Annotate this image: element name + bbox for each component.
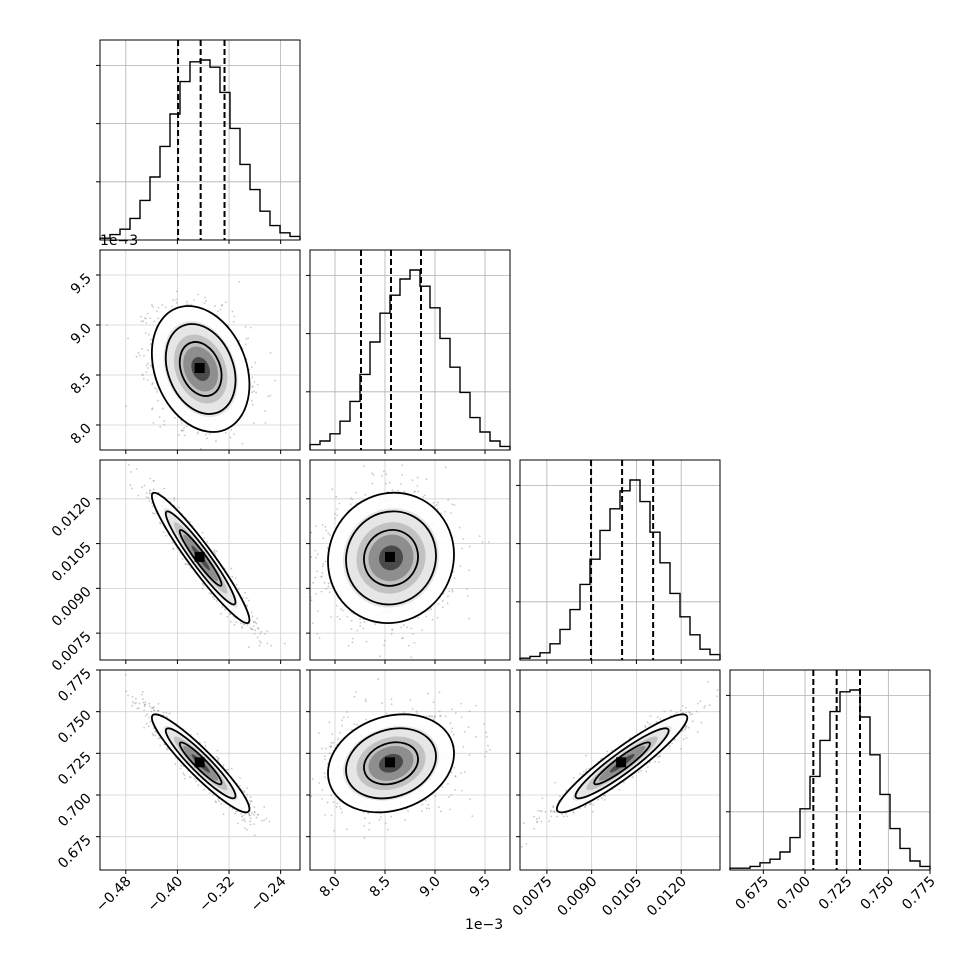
y-tick-label-3-3: 0.750 <box>55 707 95 747</box>
contour-1 <box>345 727 437 800</box>
x-tick-label-0-0: −0.48 <box>93 874 135 916</box>
x-tick-label-1-3: 9.5 <box>467 874 494 901</box>
contour-1 <box>164 510 237 606</box>
y-tick-label-3-1: 0.700 <box>55 791 95 831</box>
panel-background <box>310 250 510 450</box>
x-tick-label-0-3: −0.24 <box>248 873 290 915</box>
panel-2-1 <box>306 459 511 664</box>
x-tick-label-0-2: −0.32 <box>196 874 238 916</box>
panel-frame <box>309 669 511 871</box>
panel-3-1: 8.0 8.5 9.0 9.5 <box>306 669 511 901</box>
x-tick-label-3-1: 0.700 <box>774 874 814 914</box>
density-peak <box>385 757 395 768</box>
panel-frame <box>729 669 931 871</box>
x-tick-label-3-0: 0.675 <box>732 874 772 914</box>
contour-1 <box>574 727 670 800</box>
panel-2-2 <box>516 459 721 664</box>
x-tick-label-0-1: −0.40 <box>145 874 187 916</box>
contour-2 <box>363 741 419 786</box>
contour-2 <box>178 529 223 587</box>
panel-frame <box>99 669 301 871</box>
panel-frame <box>309 459 511 661</box>
contour-2 <box>178 741 223 786</box>
panel-content <box>100 460 300 660</box>
panel-content <box>520 670 720 870</box>
y-tick-label-1-2: 9.0 <box>68 321 95 348</box>
contour-1 <box>345 510 437 606</box>
contour-0 <box>555 713 689 814</box>
panel-frame <box>309 249 511 451</box>
contour-2 <box>363 529 419 587</box>
x-tick-label-3-3: 0.750 <box>857 874 897 914</box>
panel-content <box>310 670 510 870</box>
panel-3-0: −0.48 −0.40 −0.32 −0.24 0.6750.7000.7250.750… <box>55 666 301 916</box>
panel-3-3: 0.675 0.700 0.725 0.750 0.775 <box>726 669 939 914</box>
y-tick-label-1-3: 9.5 <box>68 271 95 298</box>
x-tick-label-1-0: 8.0 <box>317 874 344 901</box>
x-exponent-label: 1e−3 <box>465 917 503 933</box>
histogram-step-2 <box>519 479 721 660</box>
density-peak <box>194 551 205 562</box>
y-tick-label-2-1: 0.0090 <box>49 584 95 630</box>
panel-frame <box>99 459 301 661</box>
panel-1-1 <box>306 249 511 454</box>
histogram-step-1 <box>309 269 511 450</box>
panel-0-0 <box>96 39 301 244</box>
density-peak <box>385 551 395 562</box>
contour-0 <box>150 713 251 814</box>
y-tick-label-2-0: 0.0075 <box>49 629 95 675</box>
y-tick-label-1-1: 8.5 <box>68 371 95 398</box>
x-tick-label-2-3: 0.0120 <box>644 874 690 920</box>
x-tick-label-2-0: 0.0075 <box>510 874 556 920</box>
contour-0 <box>150 305 251 433</box>
panel-1-0: 8.0 8.5 9.0 9.5 <box>68 249 301 454</box>
panel-content <box>100 250 300 450</box>
panel-content <box>100 670 300 870</box>
panel-frame <box>519 669 721 871</box>
panel-frame <box>99 249 301 451</box>
x-tick-label-1-2: 9.0 <box>417 874 444 901</box>
x-tick-label-2-1: 0.0090 <box>555 874 601 920</box>
histogram-step-3 <box>729 689 931 870</box>
contour-0 <box>150 491 251 625</box>
panel-content <box>310 460 510 660</box>
y-tick-label-2-2: 0.0105 <box>49 539 95 585</box>
density-peak <box>194 363 205 373</box>
x-tick-label-3-4: 0.775 <box>899 874 939 914</box>
density-peak <box>616 757 627 768</box>
contour-1 <box>164 323 237 415</box>
y-tick-label-1-0: 8.0 <box>68 421 95 448</box>
x-tick-label-2-2: 0.0105 <box>599 874 645 920</box>
contour-2 <box>178 341 223 397</box>
contour-1 <box>164 727 237 800</box>
contour-2 <box>593 741 651 786</box>
density-peak <box>194 757 205 768</box>
panel-frame <box>519 459 721 661</box>
y-tick-label-3-0: 0.675 <box>55 832 95 872</box>
y-exponent-label: 1e−3 <box>100 233 138 249</box>
panel-frame <box>99 39 301 241</box>
y-tick-label-3-2: 0.725 <box>55 749 95 789</box>
contour-0 <box>327 491 455 625</box>
x-tick-label-3-2: 0.725 <box>816 874 856 914</box>
contour-0 <box>327 713 455 814</box>
y-tick-label-2-3: 0.0120 <box>49 494 95 540</box>
x-tick-label-1-1: 8.5 <box>367 874 394 901</box>
